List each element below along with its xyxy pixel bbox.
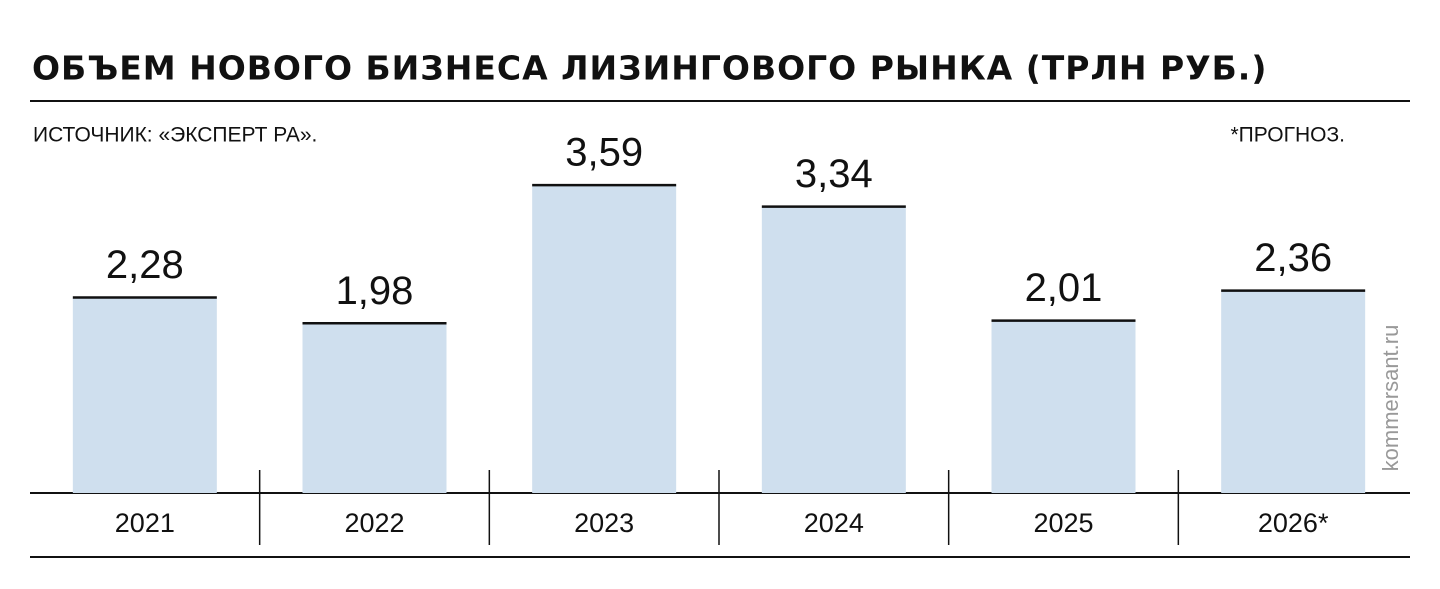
value-label: 2,36 (1254, 236, 1332, 280)
bar (302, 323, 447, 493)
bar (761, 206, 906, 493)
bar (72, 297, 217, 493)
x-tick-label: 2022 (344, 508, 404, 538)
x-tick-label: 2024 (804, 508, 864, 538)
value-label: 2,01 (1025, 266, 1103, 310)
x-tick-label: 2025 (1033, 508, 1093, 538)
value-label: 1,98 (336, 269, 414, 313)
value-label: 3,34 (795, 152, 873, 196)
x-tick-label: 2021 (115, 508, 175, 538)
watermark: kommersant.ru (1378, 325, 1403, 472)
source: ИСТОЧНИК: «ЭКСПЕРТ РА». (33, 124, 317, 147)
value-label: 2,28 (106, 243, 184, 287)
chart-title: ОБЪЕМ НОВОГО БИЗНЕСА ЛИЗИНГОВОГО РЫНКА (… (32, 49, 1267, 88)
bar (991, 320, 1136, 493)
value-label: 3,59 (565, 131, 643, 175)
note: *ПРОГНОЗ. (1230, 124, 1345, 147)
bar (1221, 290, 1366, 493)
bar (532, 185, 677, 493)
x-tick-label: 2023 (574, 508, 634, 538)
x-tick-label: 2026* (1258, 508, 1329, 538)
